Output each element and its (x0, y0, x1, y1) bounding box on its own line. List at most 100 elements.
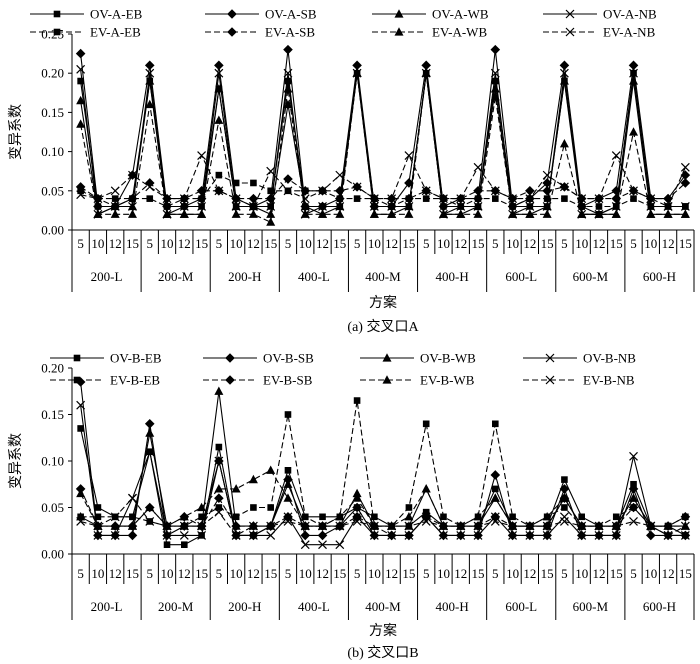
pa-data-point (111, 195, 119, 202)
pa-data-point (646, 194, 656, 204)
pa-series-line-ev-a-nb (80, 154, 686, 208)
pa-group-label-400-h: 400-H (436, 269, 469, 284)
pa-y-tick-label: 0.25 (41, 27, 64, 42)
pb-data-point (371, 513, 378, 521)
pa-data-point (179, 209, 189, 218)
pa-data-point (404, 151, 414, 160)
pb-data-point (508, 521, 518, 531)
pb-data-point (76, 400, 86, 410)
pb-data-point (492, 420, 499, 428)
pb-data-point (231, 521, 241, 531)
pa-group-label-200-m: 200-M (158, 269, 194, 284)
pb-data-point (266, 465, 276, 474)
pb-data-point (680, 512, 691, 522)
pb-data-point (127, 530, 138, 541)
pa-legend-item-ov-a-eb: OV-A-EB (30, 7, 143, 22)
pb-data-point (559, 493, 569, 502)
pa-series-line-ev-a-eb (80, 174, 686, 208)
pa-data-point (457, 203, 465, 210)
pa-x-tick-label: 5 (285, 236, 292, 251)
pa-group-label-400-m: 400-M (365, 269, 401, 284)
pb-data-point (215, 504, 223, 511)
pa-data-point (77, 77, 84, 85)
pb-x-tick-label: 10 (506, 566, 519, 581)
pb-x-tick-label: 10 (437, 566, 450, 581)
pa-y-tick-label: 0.15 (41, 105, 64, 120)
pb-data-point (542, 530, 552, 540)
pa-group-label-600-l: 600-L (505, 269, 537, 284)
pb-x-tick-label: 15 (679, 566, 692, 581)
pa-legend-marker (53, 28, 61, 36)
pa-data-point (267, 187, 274, 195)
pa-data-point (146, 195, 154, 202)
pa-data-point (197, 202, 207, 211)
pa-series-ov-a-eb (77, 69, 689, 218)
pa-data-point (197, 209, 207, 218)
pb-data-point (145, 428, 155, 437)
pb-data-point (144, 419, 155, 429)
pb-data-point (128, 493, 137, 503)
pb-data-point (492, 485, 499, 493)
pb-data-point (629, 517, 638, 526)
pa-series-ov-a-sb (75, 44, 691, 212)
pb-data-point (680, 530, 690, 540)
pb-group-label-400-h: 400-H (436, 599, 469, 614)
pb-data-point (663, 530, 673, 540)
pa-series-line-ov-a-nb (80, 69, 686, 216)
pb-data-point (300, 540, 310, 550)
pb-group-label-600-l: 600-L (505, 599, 537, 614)
pa-x-tick-label: 12 (109, 236, 122, 251)
pa-data-point (646, 209, 656, 218)
pa-data-point (352, 60, 362, 71)
pa-data-point (543, 195, 551, 202)
pa-data-point (93, 194, 103, 204)
pa-data-point (456, 209, 466, 218)
pa-data-point (525, 186, 535, 196)
pb-legend-marker (382, 375, 392, 384)
pb-data-point (248, 474, 258, 484)
pb-data-point (283, 517, 293, 526)
pb-legend-marker (545, 353, 555, 363)
pa-x-tick-label: 5 (77, 236, 84, 251)
pb-data-point (386, 530, 397, 541)
pb-data-point (300, 530, 311, 541)
pb-data-point (473, 521, 483, 531)
pa-x-axis-title: 方案 (369, 294, 397, 311)
pb-data-point (162, 530, 172, 540)
pa-data-point (388, 203, 395, 210)
pa-data-point (474, 195, 482, 202)
pa-data-point (248, 209, 258, 218)
pa-data-point (456, 194, 466, 204)
pa-data-point (369, 194, 379, 204)
pb-data-point (179, 530, 189, 540)
pb-legend-item-ev-b-nb: EV-B-NB (523, 373, 635, 388)
pa-x-tick-label: 10 (91, 236, 104, 251)
pa-data-point (559, 182, 569, 192)
pa-data-point (318, 202, 327, 211)
pa-legend-label: EV-A-WB (432, 25, 487, 40)
pb-data-point (335, 512, 345, 521)
pa-data-point (629, 76, 639, 85)
pa-data-point (611, 151, 621, 160)
pa-data-point (404, 202, 414, 211)
pa-data-point (542, 209, 552, 218)
pb-data-point (611, 530, 621, 540)
pa-data-point (283, 44, 293, 55)
pa-data-point (508, 194, 518, 204)
pa-data-point (595, 203, 603, 210)
pa-data-point (490, 68, 500, 78)
pb-x-tick-label: 10 (368, 566, 381, 581)
pa-data-point (628, 60, 639, 71)
pb-legend-label: EV-B-SB (263, 373, 313, 388)
pa-x-tick-label: 15 (679, 236, 692, 251)
pa-data-point (266, 209, 276, 218)
pa-legend-item-ev-a-nb: EV-A-NB (543, 25, 656, 40)
pa-data-point (266, 166, 276, 176)
pa-series-ev-a-wb (76, 68, 690, 226)
pb-data-point (594, 530, 604, 540)
pa-x-tick-label: 5 (561, 236, 568, 251)
pa-group-label-200-h: 200-H (228, 269, 261, 284)
pa-data-point (214, 68, 224, 78)
pa-data-point (663, 209, 673, 218)
